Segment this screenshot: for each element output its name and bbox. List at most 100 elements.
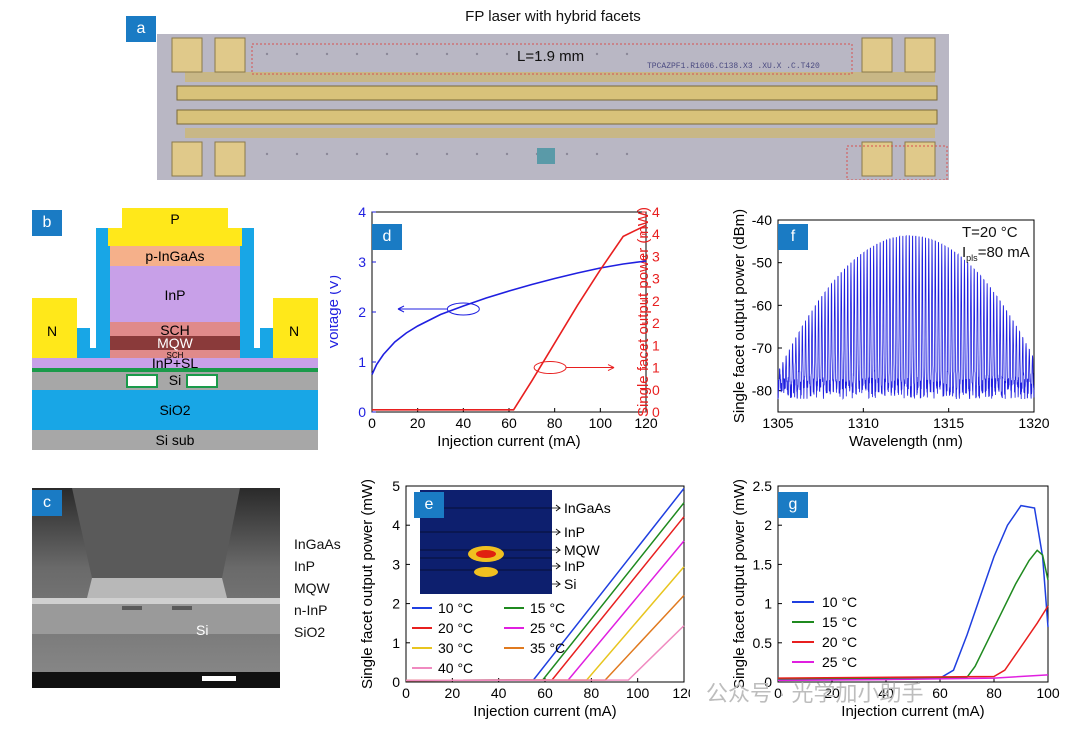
inset-arrow-0 [552, 504, 562, 512]
power-arrow [566, 364, 615, 372]
panel-a-title: FP laser with hybrid facets [465, 8, 641, 25]
y-tick-label: 0 [764, 674, 772, 690]
legend-label-1: 15 °C [822, 614, 857, 630]
inset-label-0: InGaAs [564, 500, 611, 516]
legend-label-0: 10 °C [438, 600, 473, 616]
y-tick-label: 1.5 [753, 556, 773, 572]
sem-label-inp: InP [294, 558, 316, 574]
layer-si-sub-label: Si sub [156, 432, 195, 448]
y-tick-label: 4 [392, 517, 400, 533]
y-tick-label: 2.5 [753, 478, 773, 494]
mode-spot-inner [476, 550, 496, 558]
x-tick-label: 60 [501, 415, 517, 431]
chart-g: 0 20 40 60 80 100 Injection current (mA) 0 0.5 1 1… [731, 478, 1060, 720]
y2-tick-label: 0.5 [652, 382, 660, 398]
inset-arrow-2 [552, 546, 562, 554]
y-axis-label: Single facet output power (mW) [731, 479, 748, 689]
annot-current: Ipls=80 mA [962, 244, 1030, 263]
layer-si-label: Si [169, 372, 181, 388]
y-axis-label: Single facet output power (dBm) [731, 209, 748, 423]
x-axis-label: Wavelength (nm) [849, 433, 963, 450]
y-tick-label: 2 [358, 304, 366, 320]
x-tick-label: 40 [491, 685, 507, 701]
y-tick-label: 0 [392, 674, 400, 690]
legend-label-2: 20 °C [438, 620, 473, 636]
spectrum-line [777, 234, 1035, 400]
chart-f: 1305 1310 1315 1320 Wavelength (nm) -80 -70 -60… [731, 209, 1050, 450]
plot-frame [777, 219, 1035, 413]
y-tick-label: -60 [752, 297, 772, 313]
x-tick-label: 1315 [933, 415, 964, 431]
annot-current-i: I [962, 244, 967, 261]
legend-label-6: 40 °C [438, 660, 473, 676]
layer-n-left-label: N [47, 323, 57, 339]
sem-si-label: Si [196, 622, 209, 638]
inset-arrow-1 [552, 528, 562, 536]
x-tick-label: 80 [547, 415, 563, 431]
series-line-3 [777, 674, 1049, 682]
series-line-6 [405, 625, 685, 682]
annot-current-val: =80 mA [977, 244, 1030, 261]
layer-ingaas-label: p-InGaAs [145, 248, 204, 264]
x-tick-label: 0 [774, 685, 782, 701]
y-tick-label: 0.5 [753, 635, 773, 651]
y-tick-label: 1 [392, 635, 400, 651]
y-tick-label: 4 [358, 204, 366, 220]
inset-label-4: Si [564, 576, 576, 592]
layer-sio2-label: SiO2 [159, 402, 190, 418]
chip-text: TPCAZPF1.R1606.C138.X3 .XU.X .C.T420 [647, 62, 820, 71]
length-label: L=1.9 mm [517, 48, 585, 65]
sem-label-ingaas: InGaAs [294, 536, 341, 552]
y-tick-label: -80 [752, 383, 772, 399]
y-tick-label: 5 [392, 478, 400, 494]
y2-tick-label: 0 [652, 404, 660, 420]
mode-spot-lower [474, 567, 498, 577]
panel-tag-c: c [32, 490, 62, 516]
series-line-2 [777, 605, 1049, 679]
annot-temperature: T=20 °C [962, 224, 1018, 241]
y2-tick-label: 2.5 [652, 293, 660, 309]
y2-tick-label: 4.5 [652, 204, 660, 220]
y-axis-label: Single facet output power (mW) [359, 479, 376, 689]
x-axis-label: Injection current (mA) [841, 703, 984, 720]
layer-inp-sl-label: InP+SL [152, 355, 199, 371]
plot-frame [777, 485, 1049, 683]
y2-tick-label: 1.5 [652, 337, 660, 353]
series-line-left [371, 260, 647, 375]
series-line-1 [777, 549, 1049, 680]
sem-label-mqw: MQW [294, 580, 330, 596]
x-tick-label: 0 [368, 415, 376, 431]
x-tick-label: 20 [824, 685, 840, 701]
panel-tag-a: a [126, 16, 156, 42]
inset-label-3: InP [564, 558, 585, 574]
y-tick-label: 1 [358, 354, 366, 370]
x-tick-label: 60 [537, 685, 553, 701]
y-tick-label: 3 [358, 254, 366, 270]
y-tick-label: 1 [764, 596, 772, 612]
plot-frame [371, 211, 647, 413]
legend-label-2: 20 °C [822, 634, 857, 650]
series-line-right [372, 224, 647, 411]
legend-label-0: 10 °C [822, 594, 857, 610]
watermark: 公众号 · 光学加小助手 [706, 681, 924, 706]
sem-label-sio2: SiO2 [294, 624, 326, 640]
y2-tick-label: 1 [652, 360, 660, 376]
voltage-arrow [397, 305, 448, 313]
power-marker-ellipse [533, 361, 567, 375]
x-tick-label: 100 [1036, 685, 1060, 701]
sem-label-n-inp: n-InP [294, 602, 328, 618]
x-tick-label: 100 [626, 685, 650, 701]
panel-tag-b: b [32, 210, 62, 236]
x-tick-label: 80 [986, 685, 1002, 701]
x-tick-label: 20 [445, 685, 461, 701]
chip-micrograph [157, 34, 949, 180]
y-tick-label: 0 [358, 404, 366, 420]
layer-inp-label: InP [164, 287, 185, 303]
x-tick-label: 20 [410, 415, 426, 431]
y-tick-label: 2 [392, 596, 400, 612]
legend-label-3: 25 °C [822, 654, 857, 670]
y2-axis-label: Single facet output power (mW) [635, 207, 652, 417]
x-tick-label: 40 [878, 685, 894, 701]
sem-image [32, 488, 280, 688]
